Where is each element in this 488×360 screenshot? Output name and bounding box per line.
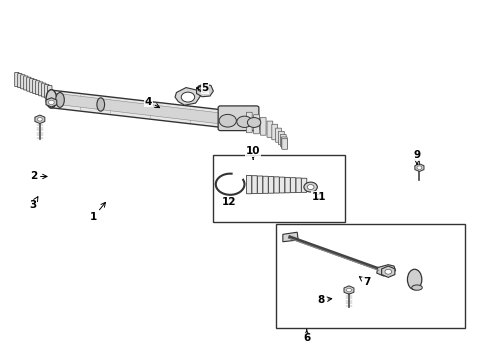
Circle shape [304, 182, 317, 192]
Polygon shape [282, 232, 298, 242]
Ellipse shape [411, 285, 422, 290]
Text: 11: 11 [311, 192, 326, 202]
Polygon shape [376, 265, 395, 276]
FancyBboxPatch shape [280, 135, 285, 147]
Ellipse shape [56, 93, 64, 107]
Polygon shape [175, 87, 200, 105]
Text: 8: 8 [317, 295, 331, 305]
FancyBboxPatch shape [30, 78, 34, 92]
FancyBboxPatch shape [23, 76, 28, 90]
FancyBboxPatch shape [279, 177, 284, 193]
FancyBboxPatch shape [278, 131, 284, 145]
FancyBboxPatch shape [246, 112, 252, 133]
Text: 12: 12 [222, 197, 236, 207]
FancyBboxPatch shape [44, 84, 49, 98]
FancyBboxPatch shape [27, 77, 31, 91]
FancyBboxPatch shape [266, 121, 272, 137]
Text: 3: 3 [29, 197, 38, 210]
Polygon shape [55, 93, 246, 127]
Ellipse shape [407, 269, 421, 290]
FancyBboxPatch shape [246, 175, 251, 194]
FancyBboxPatch shape [218, 106, 258, 131]
FancyBboxPatch shape [295, 178, 301, 193]
FancyBboxPatch shape [251, 176, 257, 194]
Polygon shape [196, 84, 213, 97]
Circle shape [38, 118, 42, 121]
Text: 1: 1 [90, 202, 105, 222]
FancyBboxPatch shape [33, 80, 37, 94]
FancyBboxPatch shape [36, 81, 40, 95]
FancyBboxPatch shape [281, 137, 286, 148]
Ellipse shape [97, 98, 104, 111]
Text: 4: 4 [144, 97, 159, 108]
Circle shape [346, 288, 351, 292]
FancyBboxPatch shape [273, 177, 279, 193]
Circle shape [219, 114, 236, 127]
Circle shape [306, 185, 313, 189]
FancyBboxPatch shape [281, 139, 287, 149]
FancyBboxPatch shape [260, 118, 265, 135]
Text: 5: 5 [196, 83, 208, 93]
Circle shape [416, 166, 421, 170]
Circle shape [48, 100, 54, 104]
FancyBboxPatch shape [15, 72, 19, 86]
Text: 6: 6 [303, 330, 310, 343]
FancyBboxPatch shape [263, 176, 268, 193]
Circle shape [384, 269, 391, 274]
Circle shape [247, 118, 260, 127]
FancyBboxPatch shape [275, 128, 281, 142]
FancyBboxPatch shape [253, 115, 259, 134]
Polygon shape [50, 90, 249, 131]
Text: 2: 2 [30, 171, 47, 181]
Bar [275, 224, 464, 328]
FancyBboxPatch shape [271, 124, 277, 140]
Bar [213, 155, 345, 222]
FancyBboxPatch shape [20, 75, 25, 89]
Text: 9: 9 [413, 150, 420, 164]
Circle shape [236, 116, 252, 127]
FancyBboxPatch shape [41, 83, 46, 97]
FancyBboxPatch shape [18, 73, 22, 88]
Polygon shape [223, 109, 258, 129]
FancyBboxPatch shape [301, 178, 306, 192]
Text: 7: 7 [359, 276, 369, 287]
Text: 10: 10 [245, 146, 260, 159]
FancyBboxPatch shape [47, 85, 52, 99]
FancyBboxPatch shape [268, 176, 273, 193]
Circle shape [181, 92, 194, 102]
FancyBboxPatch shape [257, 176, 262, 193]
FancyBboxPatch shape [290, 178, 295, 193]
Circle shape [200, 86, 206, 90]
Ellipse shape [46, 90, 57, 108]
FancyBboxPatch shape [39, 82, 43, 96]
FancyBboxPatch shape [285, 177, 290, 193]
